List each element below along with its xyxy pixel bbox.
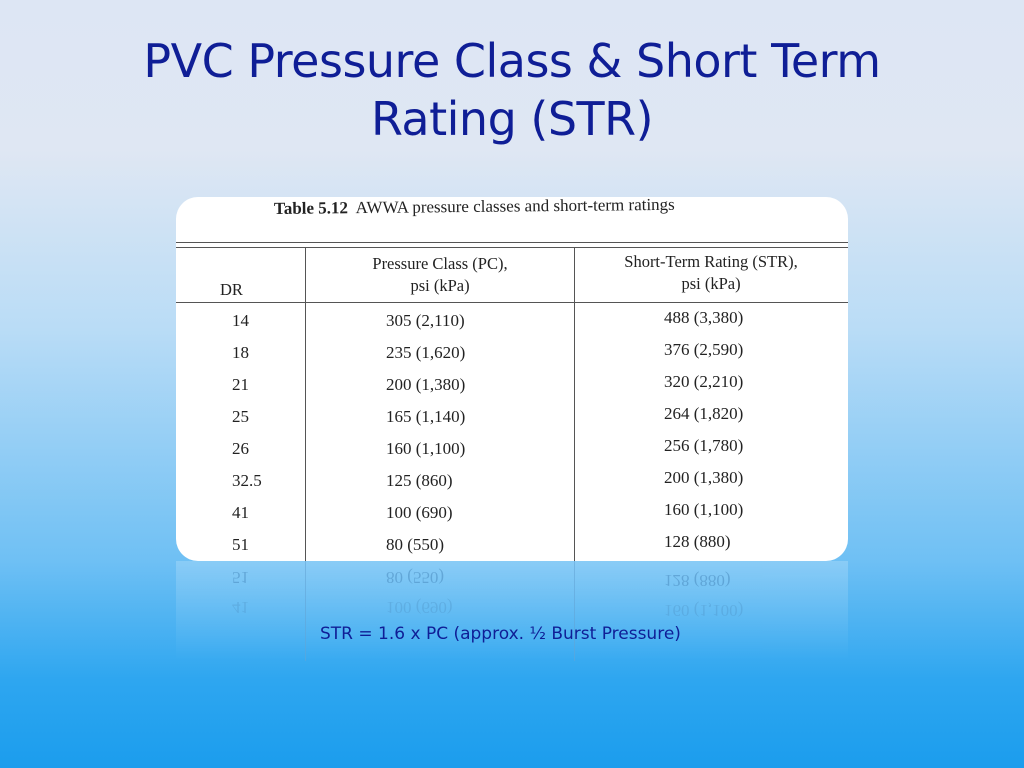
column-header-short-term-rating-line-2: psi (kPa) <box>681 274 741 293</box>
table-row: 14 305 (2,110) 488 (3,380) <box>176 307 848 339</box>
pressure-class-table-image: Table 5.12 AWWA pressure classes and sho… <box>176 197 848 561</box>
reflection-cell-short-term-rating: 160 (1,100) <box>664 601 744 620</box>
table-row: 25 165 (1,140) 264 (1,820) <box>176 403 848 435</box>
cell-dr: 25 <box>232 407 249 426</box>
reflection-cell-short-term-rating: 128 (880) <box>664 571 731 590</box>
cell-pressure-class: 125 (860) <box>386 471 453 490</box>
table-caption-number: Table 5.12 <box>273 198 349 218</box>
cell-pressure-class: 160 (1,100) <box>386 439 466 458</box>
column-header-short-term-rating-line-1: Short-Term Rating (STR), <box>624 252 798 271</box>
cell-short-term-rating: 200 (1,380) <box>664 468 744 487</box>
reflection-cell-dr: 51 <box>232 568 249 587</box>
column-header-pressure-class-line-2: psi (kPa) <box>410 276 470 295</box>
cell-dr: 51 <box>232 535 249 554</box>
cell-short-term-rating: 376 (2,590) <box>664 340 744 359</box>
table-row: 21 200 (1,380) 320 (2,210) <box>176 371 848 403</box>
cell-dr: 26 <box>232 439 249 458</box>
table-header-rule <box>176 247 848 248</box>
table-row: 18 235 (1,620) 376 (2,590) <box>176 339 848 371</box>
reflection-cell-pressure-class: 80 (550) <box>386 568 445 587</box>
cell-pressure-class: 235 (1,620) <box>386 343 466 362</box>
slide-title-line-1: PVC Pressure Class & Short Term <box>143 34 881 88</box>
table-row: 41 100 (690) 160 (1,100) <box>176 499 848 531</box>
column-divider-1 <box>305 247 306 561</box>
reflection-cell-dr: 41 <box>232 598 249 617</box>
table-body-rule <box>176 302 848 303</box>
reflection-row: 41 100 (690) 160 (1,100) <box>176 593 848 621</box>
cell-short-term-rating: 320 (2,210) <box>664 372 744 391</box>
column-header-dr: DR <box>220 280 243 299</box>
table-caption-text: AWWA pressure classes and short-term rat… <box>355 197 675 218</box>
slide-title-line-2: Rating (STR) <box>370 92 654 146</box>
table-body: 14 305 (2,110) 488 (3,380) 18 235 (1,620… <box>176 307 848 561</box>
table-row: 26 160 (1,100) 256 (1,780) <box>176 435 848 467</box>
table-row: 51 80 (550) 128 (880) <box>176 531 848 561</box>
cell-pressure-class: 100 (690) <box>386 503 453 522</box>
cell-pressure-class: 200 (1,380) <box>386 375 466 394</box>
cell-short-term-rating: 488 (3,380) <box>664 308 744 327</box>
column-header-short-term-rating: Short-Term Rating (STR), psi (kPa) <box>586 251 836 295</box>
reflection-divider-1 <box>305 561 306 661</box>
str-formula-note: STR = 1.6 x PC (approx. ½ Burst Pressure… <box>320 624 681 644</box>
cell-short-term-rating: 264 (1,820) <box>664 404 744 423</box>
table-reflection: 51 80 (550) 128 (880) 41 100 (690) 160 (… <box>176 561 848 661</box>
cell-short-term-rating: 128 (880) <box>664 532 731 551</box>
table-caption: Table 5.12 AWWA pressure classes and sho… <box>274 197 675 219</box>
reflection-divider-2 <box>574 561 575 661</box>
cell-dr: 18 <box>232 343 249 362</box>
slide-title: PVC Pressure Class & Short Term Rating (… <box>0 32 1024 148</box>
reflection-cell-pressure-class: 100 (690) <box>386 598 453 617</box>
cell-dr: 14 <box>232 311 249 330</box>
reflection-row: 51 80 (550) 128 (880) <box>176 563 848 591</box>
cell-dr: 41 <box>232 503 249 522</box>
column-divider-2 <box>574 247 575 561</box>
cell-pressure-class: 305 (2,110) <box>386 311 465 330</box>
cell-dr: 21 <box>232 375 249 394</box>
cell-short-term-rating: 160 (1,100) <box>664 500 744 519</box>
column-header-pressure-class-line-1: Pressure Class (PC), <box>372 254 508 273</box>
table-top-rule <box>176 242 848 243</box>
cell-pressure-class: 165 (1,140) <box>386 407 466 426</box>
cell-short-term-rating: 256 (1,780) <box>664 436 744 455</box>
cell-dr: 32.5 <box>232 471 262 490</box>
cell-pressure-class: 80 (550) <box>386 535 445 554</box>
table-row: 32.5 125 (860) 200 (1,380) <box>176 467 848 499</box>
column-header-pressure-class: Pressure Class (PC), psi (kPa) <box>326 253 554 297</box>
